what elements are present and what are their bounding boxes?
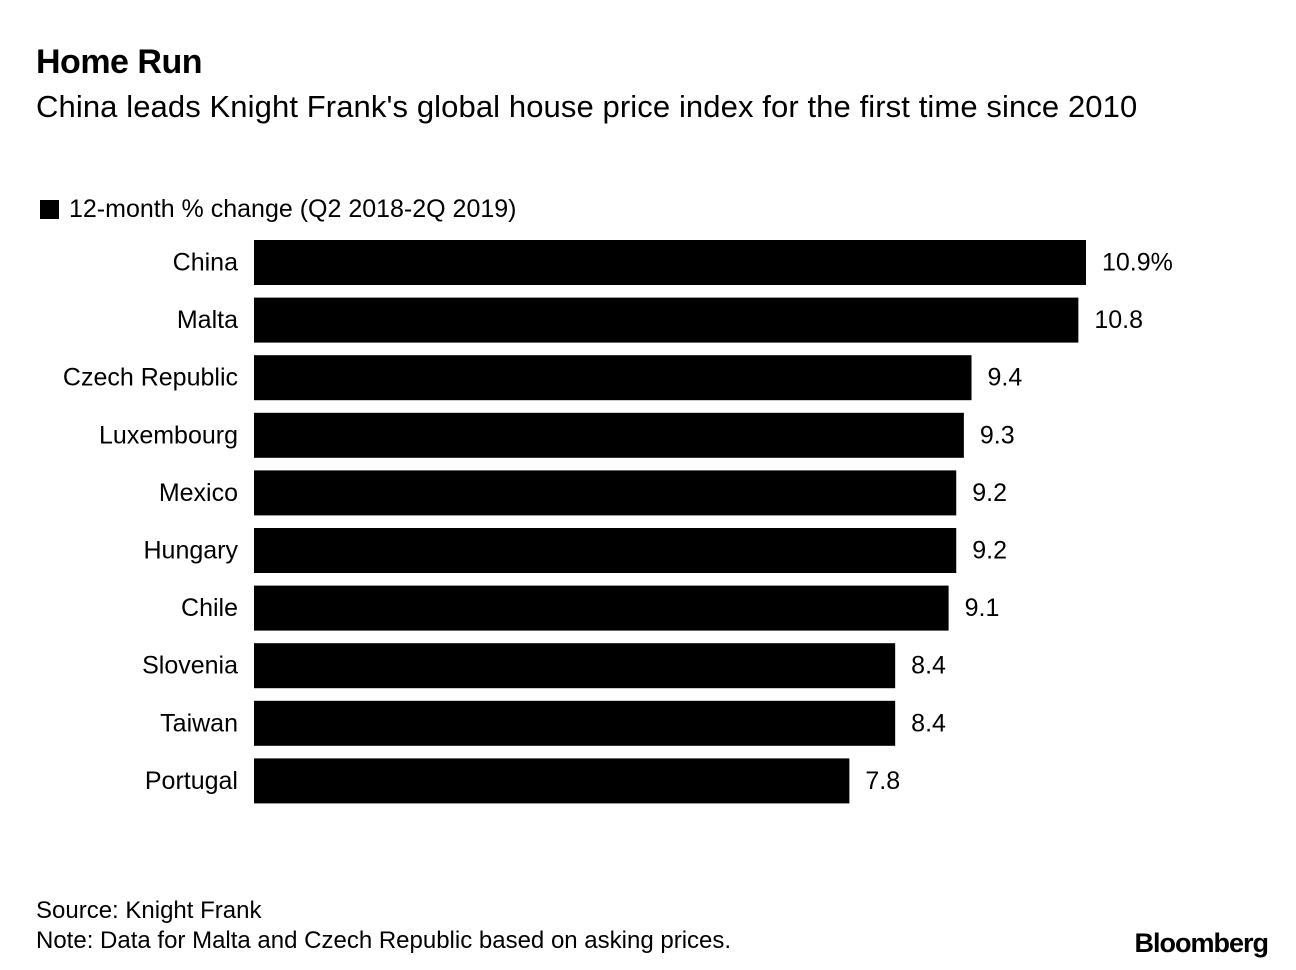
category-label: Malta — [177, 306, 238, 334]
legend-swatch — [40, 199, 59, 219]
bloomberg-logo: Bloomberg — [1134, 928, 1269, 958]
value-label: 9.3 — [980, 421, 1015, 449]
bar-mexico — [254, 470, 957, 516]
bar-portugal — [254, 758, 850, 804]
value-label: 10.8 — [1094, 306, 1143, 334]
category-label: Czech Republic — [63, 364, 238, 392]
category-label: China — [173, 249, 238, 277]
bar-hungary — [254, 528, 957, 573]
value-label: 9.4 — [988, 364, 1023, 392]
category-label: Hungary — [144, 537, 239, 565]
legend: 12-month % change (Q2 2018-2Q 2019) — [36, 192, 517, 226]
bar-china — [254, 240, 1086, 285]
value-label: 8.4 — [911, 709, 946, 737]
category-label: Taiwan — [160, 709, 238, 737]
category-label: Mexico — [159, 479, 238, 507]
value-label: 10.9% — [1102, 249, 1173, 277]
value-label: 9.2 — [972, 479, 1007, 507]
category-label: Slovenia — [142, 652, 238, 680]
value-label: 7.8 — [865, 767, 900, 795]
bar-malta — [254, 297, 1079, 343]
value-label: 9.1 — [965, 594, 1000, 622]
chart-subtitle: China leads Knight Frank's global house … — [36, 89, 1138, 124]
chart-title: Home Run — [36, 43, 203, 81]
category-label: Luxembourg — [99, 421, 238, 449]
bar-czech-republic — [254, 355, 972, 401]
bar-taiwan — [254, 700, 896, 746]
legend-label: 12-month % change (Q2 2018-2Q 2019) — [69, 194, 517, 223]
bar-slovenia — [254, 643, 896, 689]
category-label: Portugal — [145, 767, 238, 795]
bar-chart: China 10.9% Malta 10.8 Czech Republic 9.4 Luxe… — [63, 240, 1173, 804]
category-label: Chile — [181, 594, 238, 622]
bar-chile — [254, 585, 949, 631]
value-label: 9.2 — [972, 537, 1007, 565]
data-note: Note: Data for Malta and Czech Republic … — [36, 927, 732, 954]
source-note: Source: Knight Frank — [36, 897, 262, 924]
bar-luxembourg — [254, 412, 964, 458]
value-label: 8.4 — [911, 652, 946, 680]
